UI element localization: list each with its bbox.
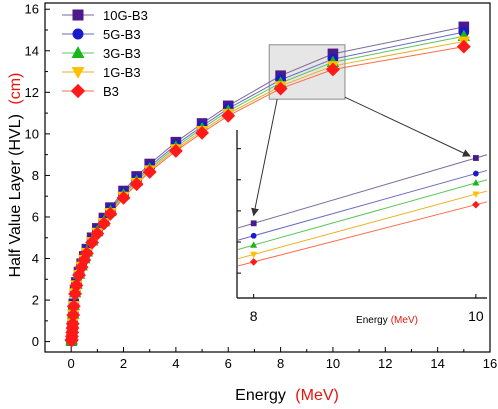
inset-data-point — [250, 241, 258, 248]
data-point — [85, 235, 100, 250]
data-point — [129, 177, 144, 192]
data-point — [116, 190, 131, 205]
inset-series-line — [237, 179, 488, 250]
legend-label: 1G-B3 — [103, 65, 141, 80]
x-tick-label: 12 — [378, 356, 392, 371]
inset-x-label: Energy — [356, 315, 388, 326]
legend-marker — [71, 46, 85, 58]
data-point — [66, 308, 81, 322]
inset-data-point — [472, 155, 479, 161]
data-point — [168, 143, 183, 158]
inset-background — [237, 130, 487, 298]
inset-data-point — [472, 200, 480, 209]
zoom-arrow-left — [251, 99, 278, 217]
data-point — [195, 125, 209, 140]
inset-plot: 8 10 Energy (MeV) — [236, 96, 488, 326]
legend-item: 1G-B3 — [62, 65, 141, 80]
data-point — [96, 216, 111, 231]
x-axis-title: Energy (MeV) — [235, 387, 339, 404]
inset-series-B3 — [237, 200, 488, 267]
data-point — [68, 286, 83, 301]
inset-x-tick-label: 8 — [250, 308, 258, 324]
data-point — [66, 299, 81, 314]
inset-data-point — [250, 232, 257, 239]
legend-label: 5G-B3 — [103, 27, 141, 42]
inset-x-title: Energy (MeV) — [356, 315, 418, 326]
inset-series-line — [237, 169, 488, 241]
legend-item: 10G-B3 — [62, 8, 148, 23]
inset-series-10G-B3 — [237, 154, 488, 229]
inset-series-line — [237, 201, 488, 267]
x-tick-label: 6 — [225, 356, 232, 371]
legend-label: 10G-B3 — [103, 8, 148, 23]
y-axis-title: Half Value Layer (HVL) (cm) — [7, 73, 24, 278]
y-tick-label: 10 — [25, 126, 39, 141]
x-tick-label: 8 — [277, 356, 284, 371]
inset-data-point — [249, 258, 258, 266]
inset-x-tick-label: 10 — [468, 308, 484, 324]
series-markers-B3 — [64, 39, 471, 348]
y-tick-label: 4 — [32, 251, 39, 266]
legend-item: 5G-B3 — [62, 27, 141, 42]
data-point — [79, 246, 94, 261]
x-tick-label: 0 — [68, 356, 75, 371]
inset-series-line — [237, 154, 488, 229]
x-tick-label: 2 — [120, 356, 127, 371]
legend-label: 3G-B3 — [103, 46, 141, 61]
data-point — [273, 81, 288, 96]
data-point — [142, 164, 157, 179]
legend-marker — [71, 67, 85, 79]
legend-label: B3 — [103, 84, 119, 99]
data-point — [456, 39, 471, 54]
x-axis-label: Energy — [235, 387, 286, 404]
inset-data-point — [472, 179, 480, 186]
inset-data-point — [472, 191, 480, 198]
legend-marker — [72, 9, 84, 21]
legend-marker — [70, 83, 86, 99]
x-axis-unit: (MeV) — [295, 387, 339, 404]
inset-data-point — [250, 251, 258, 259]
data-point — [65, 316, 80, 331]
x-tick-label: 4 — [172, 356, 179, 371]
axis-titles: Energy (MeV) Half Value Layer (HVL) (cm) — [7, 73, 339, 404]
legend-marker — [72, 28, 84, 40]
inset-x-unit: (MeV) — [391, 315, 418, 326]
y-tick-label: 0 — [32, 334, 39, 349]
y-axis-unit: (cm) — [7, 73, 24, 105]
y-tick-label: 6 — [32, 209, 39, 224]
x-tick-label: 14 — [430, 356, 444, 371]
data-point — [69, 278, 84, 293]
inset-series-5G-B3 — [237, 169, 488, 241]
data-point — [90, 226, 105, 241]
inset-series-line — [237, 190, 488, 260]
y-tick-label: 12 — [25, 85, 39, 100]
inset-series-3G-B3 — [237, 179, 488, 250]
inset-series-1G-B3 — [237, 190, 488, 260]
data-point — [103, 206, 118, 221]
y-axis-label: Half Value Layer (HVL) — [7, 114, 24, 277]
inset-data-point — [472, 170, 479, 177]
legend: 10G-B3 5G-B3 3G-B3 1G-B3 B3 — [62, 8, 148, 99]
x-tick-label: 16 — [483, 356, 497, 371]
x-tick-label: 10 — [326, 356, 340, 371]
data-point — [221, 108, 236, 123]
legend-item: 3G-B3 — [62, 46, 141, 61]
inset-data-point — [250, 220, 257, 227]
y-tick-label: 16 — [25, 2, 39, 17]
zoom-arrow-right — [344, 96, 471, 157]
legend-item: B3 — [62, 83, 119, 99]
y-tick-label: 14 — [25, 43, 39, 58]
y-tick-label: 2 — [32, 293, 39, 308]
y-tick-label: 8 — [32, 168, 39, 183]
plot-frame — [44, 2, 491, 353]
main-axes: 0 2 4 6 8 10 12 14 16 0 2 4 6 8 10 12 14 16 — [25, 2, 498, 371]
data-point — [326, 62, 340, 77]
series-layer — [64, 21, 471, 348]
